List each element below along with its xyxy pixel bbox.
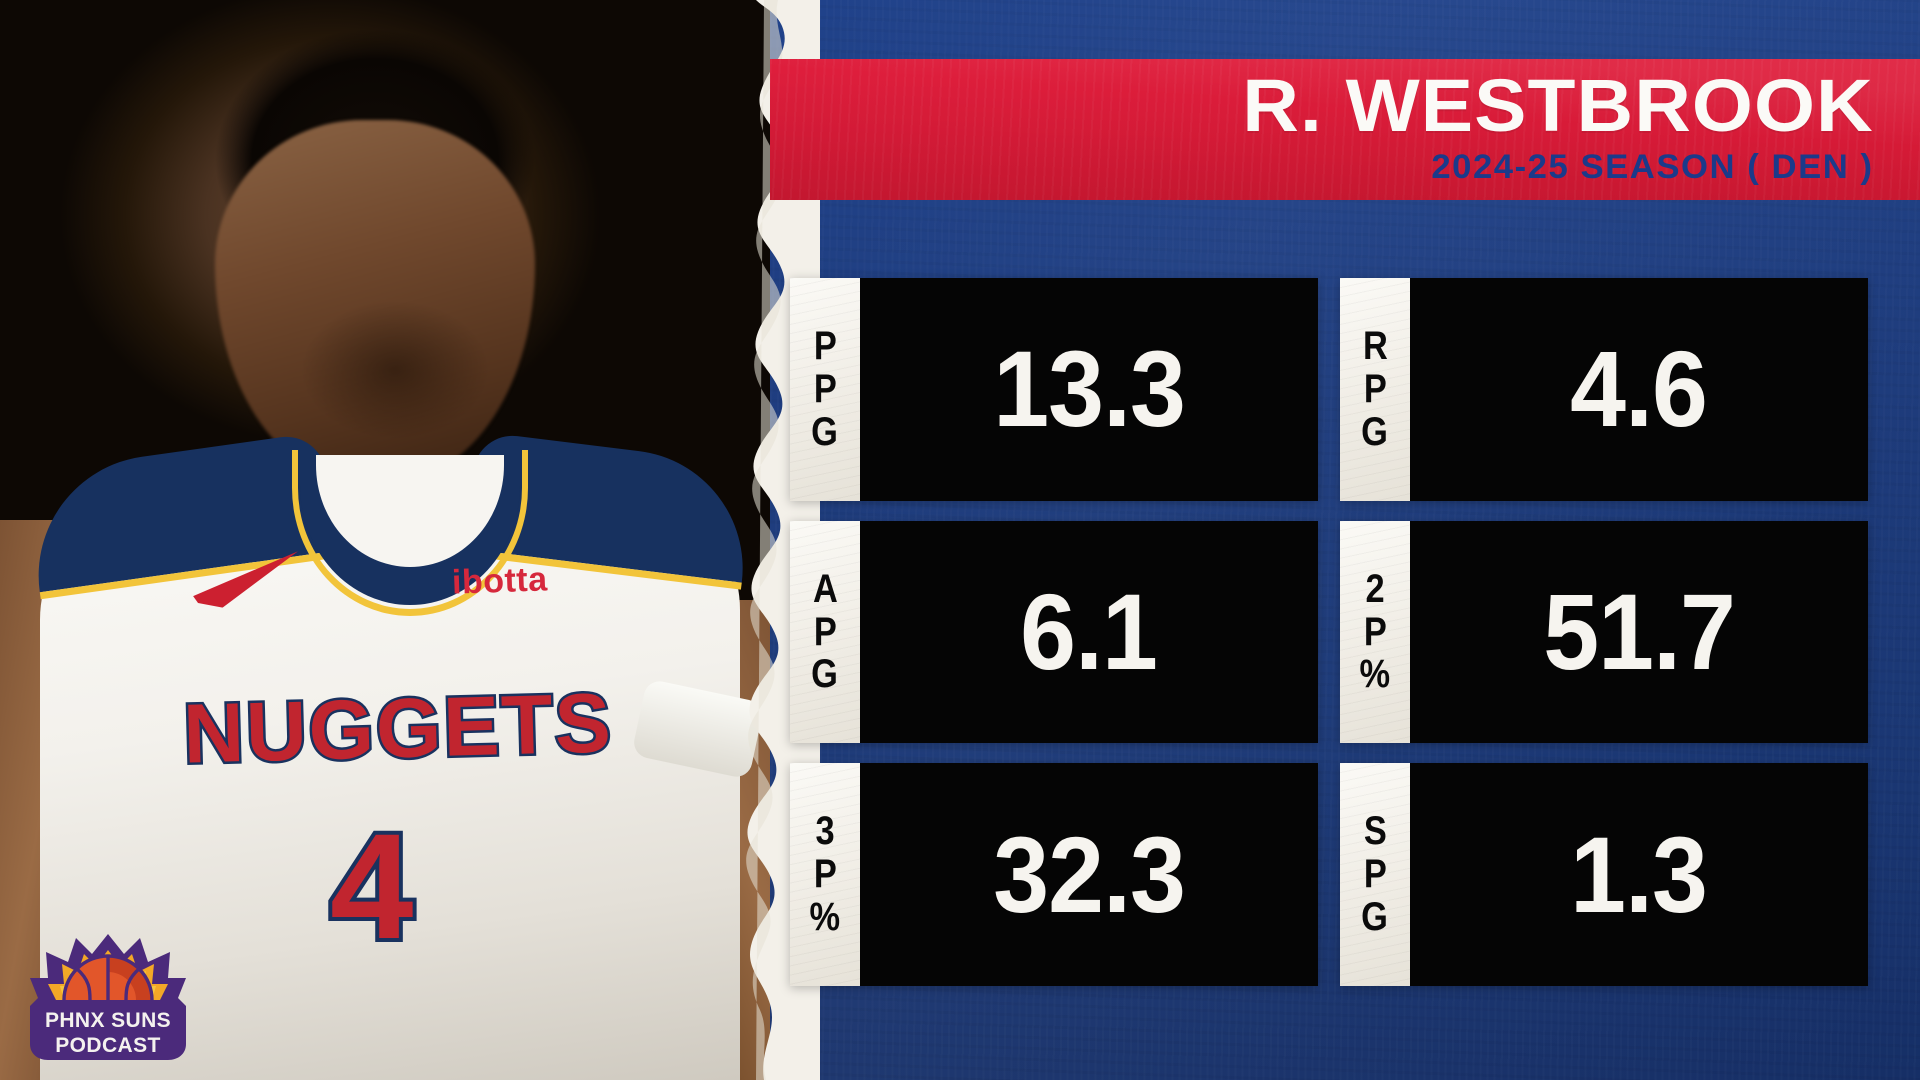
logo-line-1: PHNX SUNS (45, 1009, 171, 1032)
stat-value-apg: 6.1 (860, 520, 1318, 744)
phnx-suns-podcast-logo: PHNX SUNS PODCAST (28, 932, 188, 1064)
stat-card-apg: A P G 6.1 (790, 520, 1318, 744)
jersey-number: 4 (326, 798, 417, 974)
stat-letter: P (1363, 366, 1387, 411)
stat-letter: R (1362, 324, 1388, 369)
stat-letter: S (1363, 809, 1387, 854)
stat-card-2p-pct: 2 P % 51.7 (1340, 520, 1868, 744)
stat-letter: % (809, 895, 841, 940)
stat-value-rpg: 4.6 (1410, 278, 1868, 501)
header-banner: R. WESTBROOK 2024-25 SEASON ( DEN ) (770, 59, 1920, 200)
stat-number: 6.1 (1020, 570, 1159, 692)
stat-letter: G (811, 409, 839, 454)
stat-label-2p-pct: 2 P % (1340, 520, 1410, 744)
page-title: R. WESTBROOK (1242, 63, 1874, 147)
stat-card-3p-pct: 3 P % 32.3 (790, 763, 1318, 986)
season-subtitle: 2024-25 SEASON ( DEN ) (1431, 148, 1874, 187)
team-wordmark: NUGGETS (180, 673, 617, 783)
stat-label-spg: S P G (1340, 763, 1410, 986)
stat-number: 4.6 (1570, 328, 1709, 450)
stat-label-apg: A P G (790, 520, 860, 744)
sponsor-wordmark: ibotta (451, 560, 549, 602)
face-shading (300, 300, 490, 440)
stat-letter: G (811, 652, 839, 697)
stat-letter: 3 (815, 809, 835, 854)
logo-line-2: PODCAST (55, 1034, 160, 1057)
stat-label-ppg: P P G (790, 278, 860, 501)
stat-value-2p-pct: 51.7 (1410, 520, 1868, 744)
player-photo: ibotta NUGGETS 4 (0, 0, 770, 1080)
stat-number: 13.3 (993, 328, 1186, 450)
stat-value-spg: 1.3 (1410, 763, 1868, 986)
stat-value-ppg: 13.3 (860, 278, 1318, 501)
logo-basketball-icon (62, 954, 154, 1001)
stat-letter: G (1361, 409, 1389, 454)
stat-card-ppg: P P G 13.3 (790, 278, 1318, 501)
stat-number: 32.3 (993, 813, 1186, 935)
stat-grid: P P G 13.3 R P G 4.6 A P G (790, 278, 1868, 986)
stat-letter: P (813, 324, 837, 369)
stat-number: 51.7 (1543, 570, 1736, 692)
stat-letter: A (812, 566, 838, 611)
stat-letter: P (1363, 609, 1387, 654)
stat-label-rpg: R P G (1340, 278, 1410, 501)
stat-letter: 2 (1365, 566, 1385, 611)
stat-letter: G (1361, 895, 1389, 940)
stat-letter: P (1363, 852, 1387, 897)
stat-letter: % (1359, 652, 1391, 697)
stat-letter: P (813, 852, 837, 897)
stat-label-3p-pct: 3 P % (790, 763, 860, 986)
stat-card-spg: S P G 1.3 (1340, 763, 1868, 986)
stat-value-3p-pct: 32.3 (860, 763, 1318, 986)
stat-card-rpg: R P G 4.6 (1340, 278, 1868, 501)
stat-number: 1.3 (1570, 813, 1709, 935)
stat-letter: P (813, 366, 837, 411)
stat-letter: P (813, 609, 837, 654)
